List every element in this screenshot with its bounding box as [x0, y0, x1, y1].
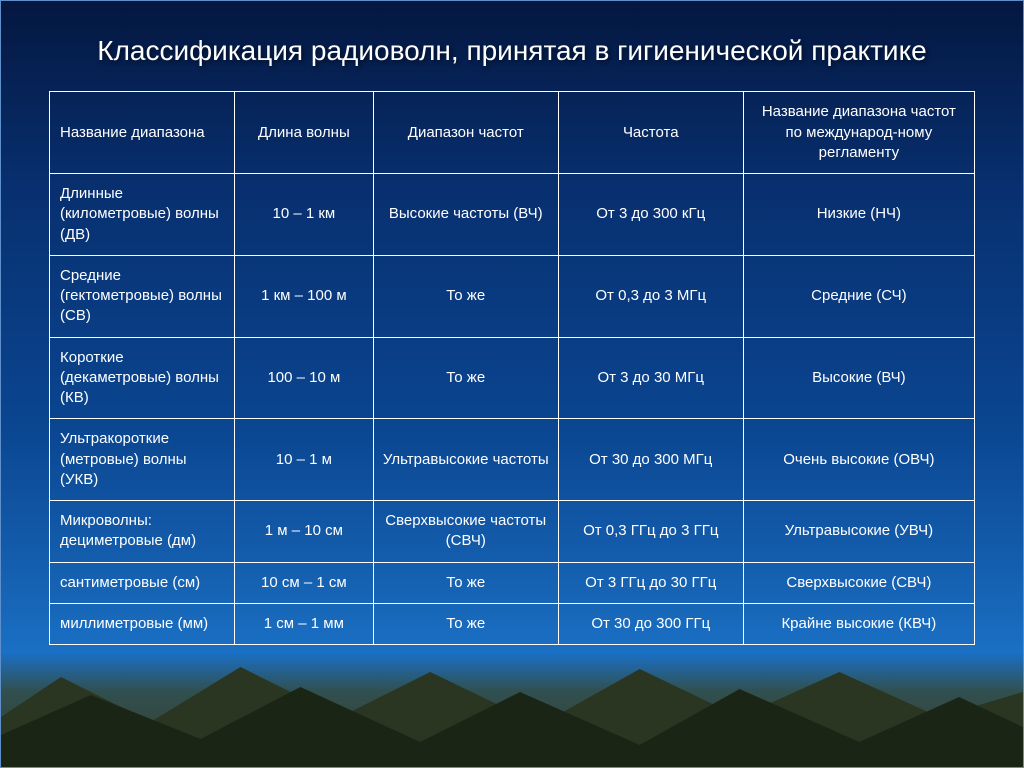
- cell: То же: [373, 562, 558, 603]
- col-header-intl: Название диапазона частот по международ-…: [743, 92, 974, 174]
- cell: Высокие частоты (ВЧ): [373, 174, 558, 256]
- cell: Длинные (километровые) волны (ДВ): [50, 174, 235, 256]
- cell: Крайне высокие (КВЧ): [743, 603, 974, 644]
- cell: миллиметровые (мм): [50, 603, 235, 644]
- cell: То же: [373, 337, 558, 419]
- cell: От 3 ГГц до 30 ГГц: [558, 562, 743, 603]
- col-header-wavelength: Длина волны: [235, 92, 374, 174]
- col-header-frequency: Частота: [558, 92, 743, 174]
- cell: 1 см – 1 мм: [235, 603, 374, 644]
- table-row: сантиметровые (см) 10 см – 1 см То же От…: [50, 562, 975, 603]
- cell: От 30 до 300 МГц: [558, 419, 743, 501]
- cell: сантиметровые (см): [50, 562, 235, 603]
- cell: Короткие (декаметровые) волны (КВ): [50, 337, 235, 419]
- cell: От 0,3 ГГц до 3 ГГц: [558, 501, 743, 563]
- table-row: Средние (гектометровые) волны (СВ) 1 км …: [50, 255, 975, 337]
- col-header-name: Название диапазона: [50, 92, 235, 174]
- table-row: Длинные (километровые) волны (ДВ) 10 – 1…: [50, 174, 975, 256]
- cell: Сверхвысокие (СВЧ): [743, 562, 974, 603]
- mountain-decoration: [1, 647, 1023, 767]
- slide-title: Классификация радиоволн, принятая в гиги…: [49, 33, 975, 69]
- classification-table: Название диапазона Длина волны Диапазон …: [49, 91, 975, 645]
- cell: Микроволны: дециметровые (дм): [50, 501, 235, 563]
- cell: 1 км – 100 м: [235, 255, 374, 337]
- cell: 10 – 1 км: [235, 174, 374, 256]
- col-header-freqband: Диапазон частот: [373, 92, 558, 174]
- cell: 10 – 1 м: [235, 419, 374, 501]
- cell: От 3 до 30 МГц: [558, 337, 743, 419]
- cell: Ультравысокие (УВЧ): [743, 501, 974, 563]
- cell: Низкие (НЧ): [743, 174, 974, 256]
- cell: Средние (гектометровые) волны (СВ): [50, 255, 235, 337]
- cell: То же: [373, 603, 558, 644]
- cell: От 30 до 300 ГГц: [558, 603, 743, 644]
- cell: От 3 до 300 кГц: [558, 174, 743, 256]
- cell: Высокие (ВЧ): [743, 337, 974, 419]
- cell: Ультравысокие частоты: [373, 419, 558, 501]
- cell: То же: [373, 255, 558, 337]
- cell: 100 – 10 м: [235, 337, 374, 419]
- table-header-row: Название диапазона Длина волны Диапазон …: [50, 92, 975, 174]
- cell: Ультракороткие (метровые) волны (УКВ): [50, 419, 235, 501]
- cell: 1 м – 10 см: [235, 501, 374, 563]
- table-row: миллиметровые (мм) 1 см – 1 мм То же От …: [50, 603, 975, 644]
- table-row: Ультракороткие (метровые) волны (УКВ) 10…: [50, 419, 975, 501]
- table-row: Короткие (декаметровые) волны (КВ) 100 –…: [50, 337, 975, 419]
- cell: Средние (СЧ): [743, 255, 974, 337]
- cell: Очень высокие (ОВЧ): [743, 419, 974, 501]
- table-row: Микроволны: дециметровые (дм) 1 м – 10 с…: [50, 501, 975, 563]
- cell: От 0,3 до 3 МГц: [558, 255, 743, 337]
- cell: Сверхвысокие частоты (СВЧ): [373, 501, 558, 563]
- cell: 10 см – 1 см: [235, 562, 374, 603]
